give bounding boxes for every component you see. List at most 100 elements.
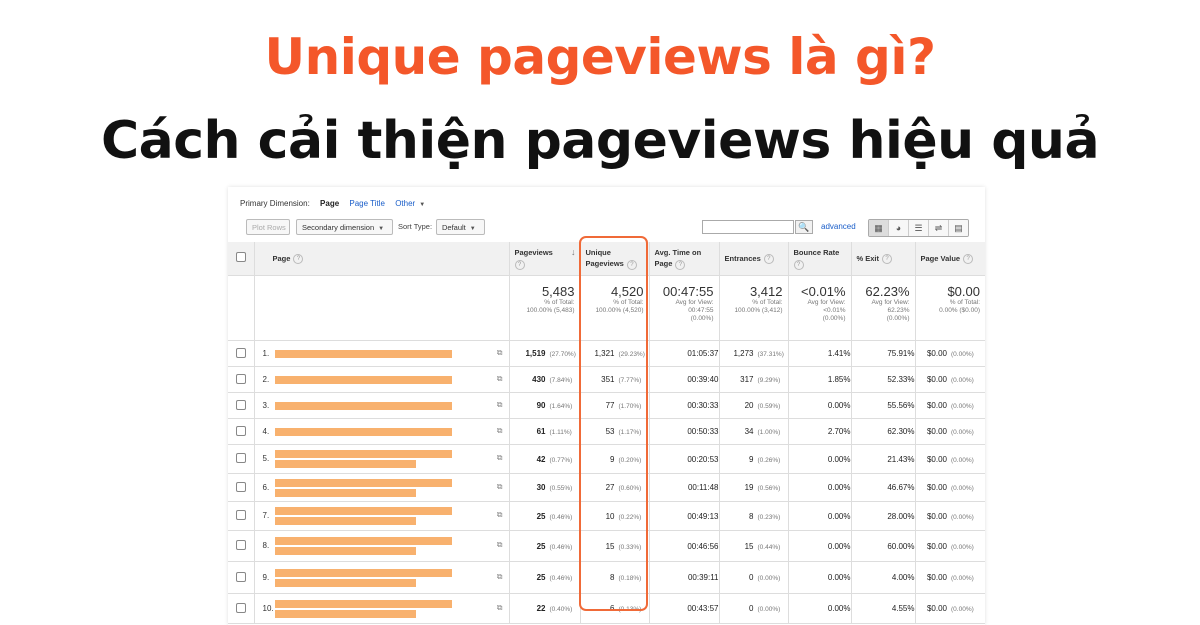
exit-cell: 46.67% [851,473,916,502]
help-icon[interactable]: ? [963,254,974,264]
exit-cell: 4.00% [851,561,916,594]
help-icon[interactable]: ? [882,254,893,264]
row-checkbox[interactable] [235,540,246,550]
redacted-page-url-bar [274,507,452,515]
search-icon[interactable]: 🔍 [795,220,813,234]
row-checkbox[interactable] [235,510,246,520]
open-link-icon[interactable]: ⧉ [496,602,503,612]
row-checkbox[interactable] [235,347,246,358]
exit-cell: 52.33% [851,366,916,393]
redacted-page-url-bar [274,460,416,468]
pie-view-icon[interactable]: ◕ [889,220,909,236]
page-cell[interactable]: 8. ⧉ [254,530,510,562]
page-cell[interactable]: 2. ⧉ [254,366,510,393]
open-link-icon[interactable]: ⧉ [496,571,503,581]
select-all-cell [228,242,255,276]
page-cell[interactable]: 4. ⧉ [254,418,510,445]
row-select-cell [228,444,255,474]
page-value-cell: $0.00 (0.00%) [915,593,985,624]
dimension-other[interactable]: Other ▼ [395,199,433,208]
header-page-value-label: Page Value [920,253,961,263]
open-link-icon[interactable]: ⧉ [496,510,503,519]
help-icon[interactable]: ? [514,259,525,270]
redacted-page-url-bar [274,517,416,525]
help-icon[interactable]: ? [675,259,686,270]
row-select-cell [228,340,255,367]
total-pageviews: 5,483% of Total: 100.00% (5,483) [509,275,581,341]
grid-view-icon[interactable]: ▦ [869,220,889,236]
pageviews-cell: 430 (7.84%) [509,366,581,393]
unique-pageviews-cell: 9 (0.20%) [580,444,650,474]
exit-cell: 60.00% [851,530,916,562]
exit-cell: 75.91% [851,340,916,367]
entrances-cell: 0 (0.00%) [719,593,789,624]
bounce-rate-cell: 0.00% [788,561,852,594]
secondary-dimension-dropdown[interactable]: Secondary dimension ▼ [296,219,393,235]
dimension-page-title[interactable]: Page Title [349,199,385,208]
advanced-filter-link[interactable]: advanced [821,222,856,231]
open-link-icon[interactable]: ⧉ [496,347,503,357]
dimension-page[interactable]: Page [320,199,340,208]
avg-time-cell: 00:20:53 [649,444,720,474]
row-checkbox[interactable] [235,481,246,492]
total-unique-pageviews: 4,520% of Total: 100.00% (4,520) [580,275,650,341]
page-cell[interactable]: 7. ⧉ [254,501,510,531]
row-checkbox[interactable] [235,399,246,410]
header-exit[interactable]: % Exit? [851,242,916,276]
header-unique-label-2: Pageviews [585,259,624,269]
open-link-icon[interactable]: ⧉ [496,425,503,435]
redacted-page-url-bar [274,450,452,458]
redacted-page-url-bar [274,375,452,384]
open-link-icon[interactable]: ⧉ [496,399,503,409]
open-link-icon[interactable]: ⧉ [496,453,503,462]
open-link-icon[interactable]: ⧉ [496,540,503,549]
table-row: 8. ⧉ 25 (0.46%) 15 (0.33%) 00:46:56 15 (0.44%) 0.… [228,530,985,562]
sort-type-dropdown[interactable]: Default ▼ [436,219,485,235]
avg-time-cell: 00:11:48 [649,473,720,502]
primary-dimension-label: Primary Dimension: [240,199,310,208]
help-icon[interactable]: ? [793,259,804,270]
help-icon[interactable]: ? [763,254,774,264]
table-search-input[interactable] [702,220,794,234]
row-checkbox[interactable] [235,571,246,582]
row-checkbox[interactable] [235,602,246,613]
redacted-page-url-bar [274,427,452,436]
page-cell[interactable]: 9. ⧉ [254,561,510,594]
page-cell[interactable]: 1. ⧉ [254,340,510,367]
header-pageviews[interactable]: ↓ Pageviews? [509,242,581,276]
row-checkbox[interactable] [235,425,246,436]
header-avg-time[interactable]: Avg. Time on Page? [649,242,720,276]
plot-rows-button[interactable]: Plot Rows [246,219,290,235]
header-page[interactable]: Page? [254,242,510,276]
avg-time-cell: 00:30:33 [649,392,720,419]
row-checkbox[interactable] [235,373,246,384]
bar-view-icon[interactable]: ☰ [909,220,929,236]
entrances-cell: 9 (0.26%) [719,444,789,474]
header-unique-pageviews[interactable]: Unique Pageviews? [580,242,650,276]
totals-row: 5,483% of Total: 100.00% (5,483) 4,520% o… [228,275,985,341]
help-icon[interactable]: ? [626,259,637,270]
row-index: 2. [262,374,270,384]
row-index: 5. [262,454,270,463]
comparison-view-icon[interactable]: ⇌ [929,220,949,236]
select-all-checkbox[interactable] [235,252,246,262]
page-value-cell: $0.00 (0.00%) [915,530,985,562]
help-icon[interactable]: ? [293,254,304,264]
avg-time-cell: 00:50:33 [649,418,720,445]
page-cell[interactable]: 6. ⧉ [254,473,510,502]
table-row: 3. ⧉ 90 (1.64%) 77 (1.70%) 00:30:33 20 (0.59%) 0.… [228,392,985,419]
page-cell[interactable]: 5. ⧉ [254,444,510,474]
pivot-view-icon[interactable]: ▤ [949,220,968,236]
row-checkbox[interactable] [235,453,246,463]
total-avg-time: 00:47:55 Avg for View: 00:47:55 (0.00%) [649,275,720,341]
header-page-value[interactable]: Page Value? [915,242,985,276]
redacted-page-url-bar [274,537,452,545]
row-index: 8. [262,541,270,550]
header-entrances[interactable]: Entrances? [719,242,789,276]
open-link-icon[interactable]: ⧉ [496,481,503,491]
page-cell[interactable]: 3. ⧉ [254,392,510,419]
header-bounce-rate[interactable]: Bounce Rate? [788,242,852,276]
page-cell[interactable]: 10. ⧉ [254,593,510,624]
entrances-cell: 34 (1.00%) [719,418,789,445]
open-link-icon[interactable]: ⧉ [496,373,503,383]
